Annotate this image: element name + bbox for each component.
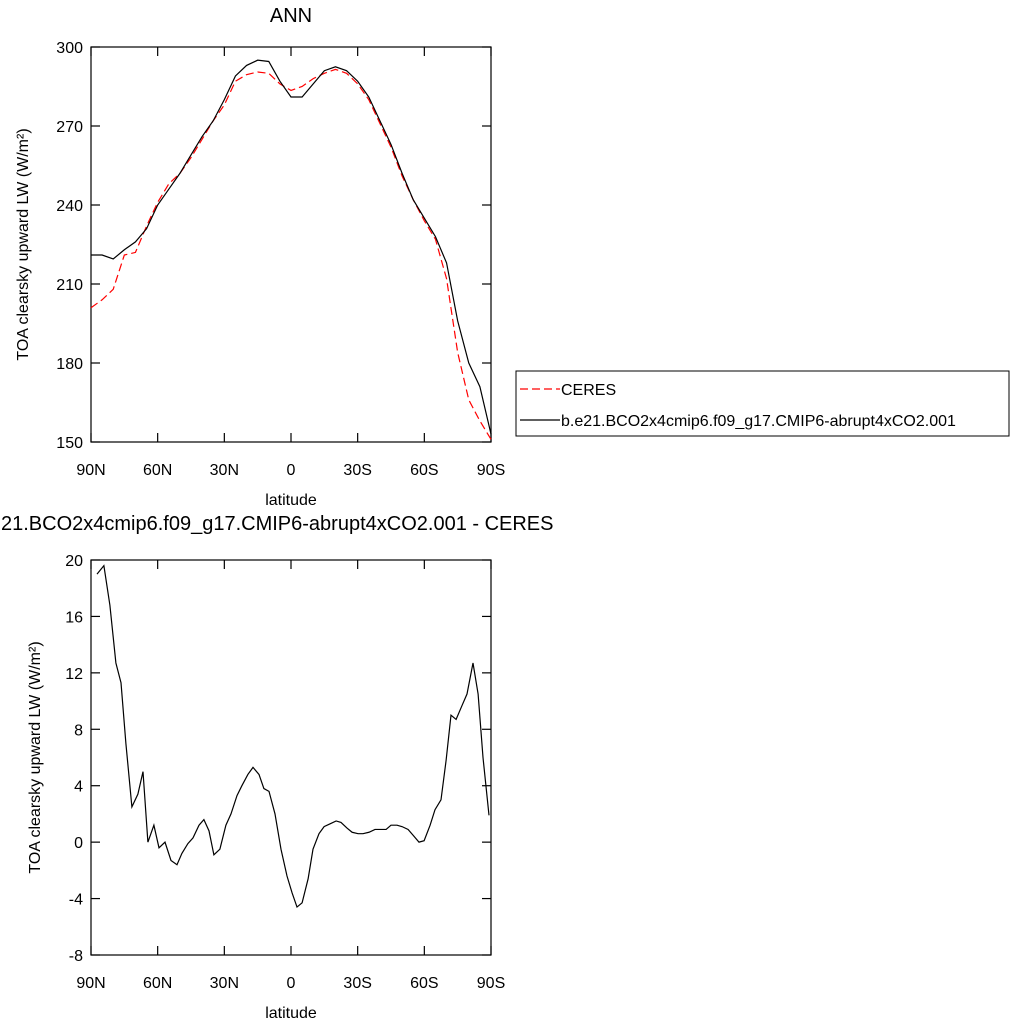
x-tick-label: 90N [76, 462, 105, 479]
y-tick-label: -8 [69, 948, 83, 965]
legend-label: CERES [561, 382, 616, 399]
plot-frame [90, 559, 492, 956]
y-axis-label: TOA clearsky upward LW (W/m²) [15, 128, 32, 360]
plot-frame [90, 46, 492, 443]
y-tick-label: 12 [65, 666, 83, 683]
data-line [96, 564, 490, 909]
x-tick-label: 0 [287, 975, 296, 992]
x-tick-label: 90S [477, 975, 505, 992]
chart-title: 21.BCO2x4cmip6.f09_g17.CMIP6-abrupt4xCO2… [1, 513, 554, 535]
y-tick-label: 180 [56, 356, 83, 373]
x-tick-label: 90N [76, 975, 105, 992]
data-line [91, 59, 492, 435]
chart-title: ANN [270, 5, 312, 27]
y-tick-label: -4 [69, 892, 83, 909]
x-tick-label: 60N [143, 462, 172, 479]
x-tick-label: 60S [410, 462, 438, 479]
x-tick-label: 0 [287, 462, 296, 479]
y-tick-label: 240 [56, 198, 83, 215]
y-tick-label: 20 [65, 553, 83, 570]
y-tick-label: 300 [56, 40, 83, 57]
y-tick-label: 16 [65, 609, 83, 626]
x-tick-label: 30N [210, 975, 239, 992]
legend-box [515, 370, 1010, 437]
y-tick-label: 210 [56, 277, 83, 294]
legend-label: b.e21.BCO2x4cmip6.f09_g17.CMIP6-abrupt4x… [561, 413, 956, 430]
data-line [90, 68, 492, 440]
x-tick-label: 60S [410, 975, 438, 992]
y-axis-label: TOA clearsky upward LW (W/m²) [27, 641, 44, 873]
x-tick-label: 90S [477, 462, 505, 479]
x-tick-label: 60N [143, 975, 172, 992]
x-axis-label: latitude [265, 1005, 317, 1022]
x-tick-label: 30S [343, 975, 371, 992]
y-tick-label: 8 [74, 722, 83, 739]
y-tick-label: 4 [74, 779, 83, 796]
x-axis-label: latitude [265, 492, 317, 509]
y-tick-label: 270 [56, 119, 83, 136]
x-tick-label: 30S [343, 462, 371, 479]
y-tick-label: 150 [56, 435, 83, 452]
y-tick-label: 0 [74, 835, 83, 852]
x-tick-label: 30N [210, 462, 239, 479]
